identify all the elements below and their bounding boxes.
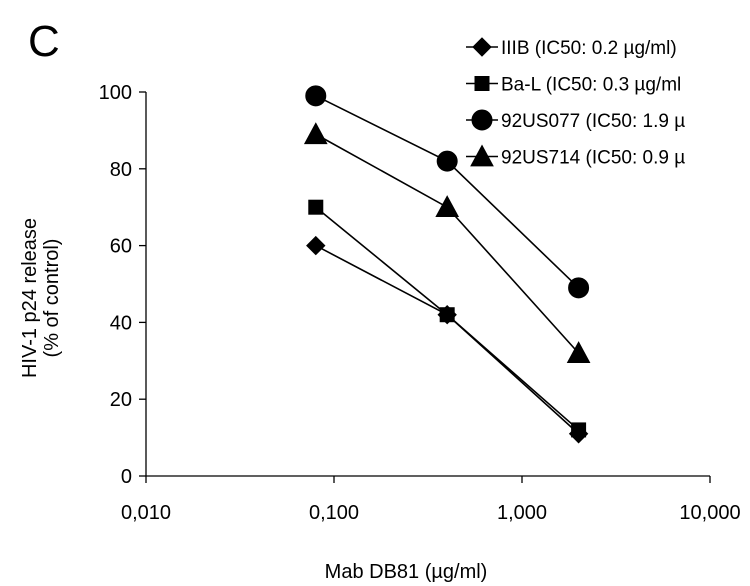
- legend-label: Ba-L (IC50: 0.3 µg/ml: [501, 75, 681, 96]
- series-layer: [303, 85, 591, 444]
- y-axis-title-line1: HIV-1 p24 release: [19, 218, 41, 378]
- legend-label: 92US077 (IC50: 1.9 µ: [501, 111, 685, 132]
- y-tick-label: 80: [110, 159, 132, 181]
- data-point-circle: [568, 277, 590, 299]
- x-tick-label: 10,000: [679, 502, 740, 524]
- x-tick-label: 1,000: [497, 502, 547, 524]
- series-circle: [305, 85, 590, 299]
- y-tick-label: 40: [110, 312, 132, 334]
- legend-label: IIIB (IC50: 0.2 µg/ml): [501, 38, 677, 59]
- legend-marker-triangle: [470, 144, 494, 167]
- y-axis-title-line2: (% of control): [41, 239, 63, 358]
- y-tick-label: 0: [121, 466, 132, 488]
- legend-item: Ba-L (IC50: 0.3 µg/ml: [466, 75, 681, 96]
- x-axis-title: Mab DB81 (µg/ml): [325, 561, 488, 583]
- x-tick-label: 0,010: [121, 502, 171, 524]
- y-axis-title: HIV-1 p24 release (% of control): [19, 218, 63, 378]
- legend-label: 92US714 (IC50: 0.9 µ: [501, 148, 685, 169]
- y-tick-label: 60: [110, 236, 132, 258]
- data-point-circle: [436, 150, 458, 172]
- data-point-triangle: [303, 122, 328, 145]
- legend-item: 92US714 (IC50: 0.9 µ: [466, 144, 685, 169]
- legend-marker-square: [474, 76, 490, 91]
- data-point-triangle: [435, 195, 460, 218]
- data-point-square: [439, 307, 455, 323]
- y-ticks: 0 20 40 60 80 100: [99, 82, 146, 488]
- data-point-circle: [305, 85, 327, 107]
- x-tick-label: 0,100: [309, 502, 359, 524]
- data-point-triangle: [566, 341, 591, 363]
- data-point-square: [308, 199, 324, 215]
- legend-item: IIIB (IC50: 0.2 µg/ml): [466, 37, 677, 59]
- series-line: [315, 244, 580, 435]
- y-tick-label: 100: [99, 82, 132, 104]
- series-diamond: [306, 235, 589, 444]
- series-triangle: [303, 122, 591, 363]
- series-square: [308, 199, 587, 438]
- legend-marker-diamond: [472, 37, 492, 57]
- data-point-square: [571, 422, 587, 438]
- legend-item: 92US077 (IC50: 1.9 µ: [466, 109, 685, 132]
- panel-label: C: [28, 17, 60, 66]
- legend-marker-circle: [471, 109, 493, 131]
- y-tick-label: 20: [110, 389, 132, 411]
- axes: 0 20 40 60 80 100 0,010 0,100 1,000 10,000: [99, 82, 741, 524]
- x-ticks: 0,010 0,100 1,000 10,000: [121, 476, 741, 524]
- legend: IIIB (IC50: 0.2 µg/ml) Ba-L (IC50: 0.3 µg…: [466, 37, 685, 169]
- data-point-diamond: [306, 235, 326, 256]
